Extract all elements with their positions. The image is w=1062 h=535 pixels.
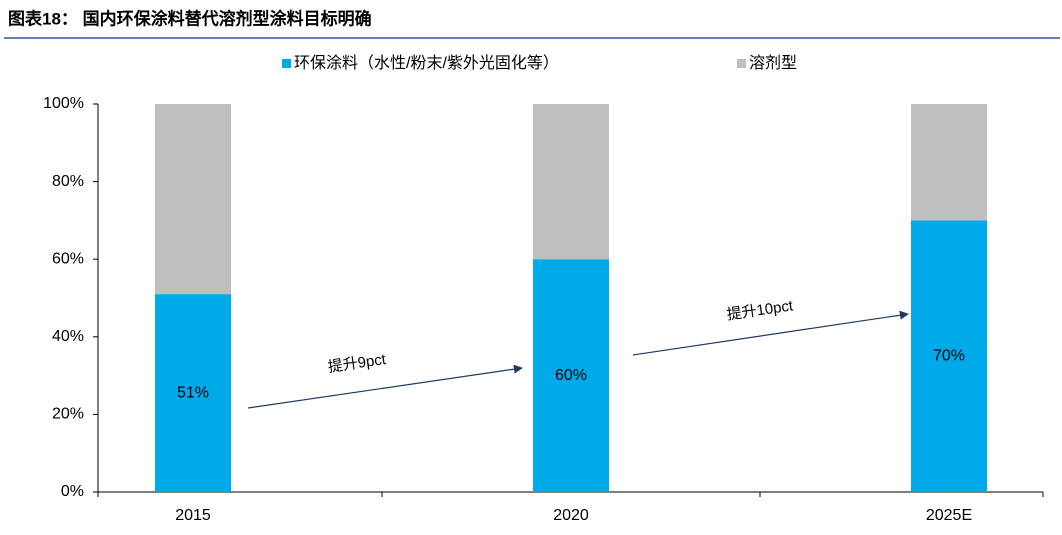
y-tick-label: 80%: [52, 173, 84, 190]
legend-swatch: [737, 59, 746, 68]
arrow: [632, 310, 909, 356]
bar-segment: [155, 294, 231, 492]
annotation: 提升10pct: [726, 297, 795, 323]
bar-segment: [911, 220, 987, 492]
data-label: 70%: [933, 347, 965, 364]
y-tick-label: 100%: [43, 95, 84, 112]
x-tick-label: 2020: [553, 507, 589, 524]
y-tick-label: 60%: [52, 250, 84, 267]
bar-segment: [533, 104, 609, 260]
legend-swatch: [282, 59, 291, 68]
arrow: [247, 364, 523, 409]
annotation: 提升9pct: [327, 351, 388, 376]
chart-title: 图表18： 国内环保涂料替代溶剂型涂料目标明确: [8, 8, 372, 28]
bar-segment: [533, 259, 609, 492]
data-label: 51%: [177, 384, 209, 401]
x-tick-label: 2015: [175, 507, 211, 524]
legend-label: 环保涂料（水性/粉末/紫外光固化等）: [294, 54, 559, 72]
data-label: 60%: [555, 367, 587, 384]
y-tick-label: 40%: [52, 328, 84, 345]
bar-segment: [911, 104, 987, 221]
x-tick-label: 2025E: [926, 507, 972, 524]
y-tick-label: 0%: [61, 483, 84, 500]
legend-label: 溶剂型: [749, 54, 797, 72]
bar-segment: [155, 104, 231, 295]
y-tick-label: 20%: [52, 406, 84, 423]
